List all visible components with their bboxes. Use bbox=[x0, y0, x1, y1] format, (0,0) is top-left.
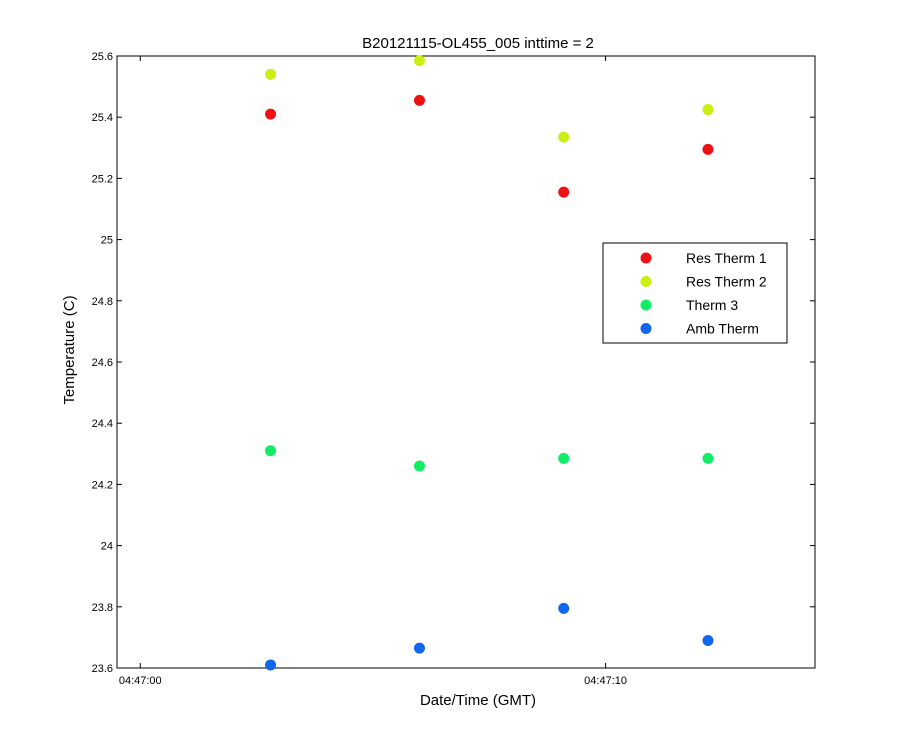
point-res-therm-1 bbox=[265, 108, 277, 120]
point-res-therm-2 bbox=[413, 55, 425, 67]
point-res-therm-1 bbox=[702, 143, 714, 155]
x-axis-label: Date/Time (GMT) bbox=[420, 692, 536, 709]
y-tick-label: 24 bbox=[101, 541, 113, 553]
x-tick-label: 04:47:00 bbox=[119, 675, 162, 687]
x-tick-label: 04:47:10 bbox=[584, 675, 627, 687]
x-axis-ticks: 04:47:00 04:47:10 bbox=[119, 56, 627, 687]
y-tick-label: 24.4 bbox=[92, 418, 113, 430]
y-tick-label: 25 bbox=[101, 235, 113, 247]
legend-marker bbox=[640, 252, 652, 264]
y-tick-label: 24.6 bbox=[92, 357, 113, 369]
point-therm-3 bbox=[558, 452, 570, 464]
y-tick-label: 25.6 bbox=[92, 51, 113, 63]
legend-box bbox=[602, 242, 788, 344]
y-tick-label: 23.6 bbox=[92, 663, 113, 675]
data-markers bbox=[265, 55, 714, 671]
point-res-therm-1 bbox=[558, 186, 570, 198]
point-therm-3 bbox=[413, 460, 425, 472]
point-res-therm-2 bbox=[702, 104, 714, 116]
legend-marker bbox=[640, 299, 652, 311]
point-amb-therm bbox=[558, 602, 570, 614]
point-amb-therm bbox=[702, 634, 714, 646]
point-res-therm-2 bbox=[558, 131, 570, 143]
plot-area bbox=[116, 55, 816, 669]
point-therm-3 bbox=[265, 445, 277, 457]
point-amb-therm bbox=[265, 659, 277, 671]
y-tick-label: 25.4 bbox=[92, 112, 113, 124]
point-res-therm-2 bbox=[265, 68, 277, 80]
point-amb-therm bbox=[413, 642, 425, 654]
legend-marker bbox=[640, 276, 652, 287]
legend-label: Therm 3 bbox=[686, 297, 738, 313]
chart-title: B20121115-OL455_005 inttime = 2 bbox=[362, 35, 594, 52]
point-res-therm-1 bbox=[413, 94, 425, 106]
y-tick-label: 23.8 bbox=[92, 602, 113, 614]
legend-label: Amb Therm bbox=[686, 321, 759, 337]
legend-label: Res Therm 2 bbox=[686, 274, 767, 290]
y-tick-label: 25.2 bbox=[92, 173, 113, 185]
legend-marker bbox=[640, 323, 652, 334]
legend-label: Res Therm 1 bbox=[686, 250, 767, 266]
point-therm-3 bbox=[702, 452, 714, 464]
y-tick-label: 24.2 bbox=[92, 479, 113, 491]
y-tick-label: 24.8 bbox=[92, 296, 113, 308]
y-axis-ticks: 23.6 23.8 24 24.2 24.4 24.6 24.8 25 25.2 25.4 25.6 bbox=[92, 51, 815, 675]
legend: Res Therm 1 Res Therm 2 Therm 3 Amb Therm bbox=[602, 242, 788, 344]
y-axis-label: Temperature (C) bbox=[61, 295, 78, 404]
